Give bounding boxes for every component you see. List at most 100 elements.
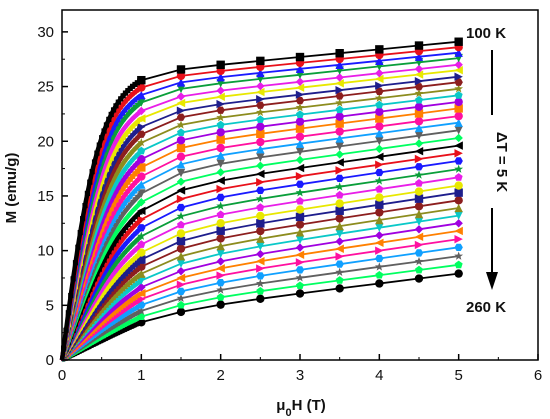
series-point (335, 206, 344, 215)
series-point (414, 139, 424, 148)
series-point (295, 90, 305, 99)
series-point (375, 107, 384, 116)
series-point (176, 106, 186, 115)
series-point (137, 215, 146, 224)
series-point (176, 113, 186, 121)
x-axis-label-sub: 0 (285, 407, 291, 419)
series-point (256, 226, 265, 236)
series-point (454, 111, 463, 121)
x-tick-label: 5 (454, 367, 462, 384)
series-point (375, 128, 384, 138)
series-point (335, 73, 344, 82)
series-point (137, 75, 146, 85)
series-point (375, 238, 384, 247)
series-point (176, 186, 186, 195)
series-point (414, 102, 424, 111)
series-point (414, 217, 424, 226)
series-point (256, 129, 265, 139)
series-point (295, 155, 305, 165)
series-point (216, 264, 225, 273)
series-point (256, 203, 265, 211)
series-point (414, 187, 424, 196)
series-point (454, 72, 463, 81)
series-point (256, 101, 265, 109)
series-point (296, 110, 304, 118)
series-point (454, 78, 463, 86)
series-point (375, 215, 384, 225)
series-point (335, 134, 344, 143)
series-point (454, 181, 463, 190)
series-point (216, 99, 225, 109)
series-point (216, 176, 225, 185)
series-point (375, 160, 384, 169)
series-point (335, 182, 345, 191)
series-point (335, 214, 344, 223)
series-point (375, 69, 384, 78)
series-point (375, 279, 384, 288)
series-point (295, 77, 305, 86)
annotation-delta-t: ΔT = 5 K (493, 132, 510, 193)
series-point (216, 249, 225, 258)
series-point (335, 229, 344, 238)
arrow-head (486, 272, 498, 290)
y-tick-label: 30 (37, 24, 54, 41)
series-point (256, 249, 265, 259)
series-point (335, 142, 344, 151)
series-point (216, 92, 225, 101)
x-axis-label-rest: H (T) (292, 397, 326, 414)
annotation-100k: 100 K (466, 25, 506, 42)
series-point (295, 102, 305, 112)
series-point (216, 159, 225, 168)
series-point (374, 176, 384, 185)
series-point (414, 147, 424, 156)
series-point (295, 235, 305, 245)
series-100k (59, 37, 463, 361)
series-point (256, 286, 265, 295)
series-point (415, 179, 423, 187)
series-point (216, 193, 225, 202)
series-point (454, 157, 463, 165)
series-point (136, 231, 146, 240)
series-point (335, 166, 344, 175)
series-point (176, 71, 186, 81)
series-point (375, 223, 384, 232)
series-point (375, 193, 384, 202)
series-point (256, 144, 265, 154)
series-point (375, 56, 384, 65)
series-point (454, 91, 463, 99)
series-point (176, 211, 186, 220)
series-point (454, 260, 463, 269)
y-tick-label: 20 (37, 133, 54, 150)
series-point (176, 194, 186, 204)
series-point (375, 87, 384, 96)
y-tick-label: 5 (46, 297, 54, 314)
series-point (137, 114, 146, 123)
series-point (176, 259, 186, 268)
series-point (335, 60, 344, 69)
series-point (137, 269, 146, 278)
series-point (216, 120, 225, 129)
series-point (256, 272, 265, 280)
series-point (176, 236, 186, 246)
series-point (335, 150, 344, 159)
series-point (374, 262, 384, 271)
series-point (454, 188, 463, 197)
series-point (216, 135, 225, 144)
series-point (414, 249, 424, 257)
series-point (335, 105, 344, 114)
series-point (137, 301, 146, 309)
series-point (136, 306, 146, 315)
series-point (137, 283, 146, 292)
series-point (454, 211, 463, 220)
series-point (335, 260, 344, 268)
series-point (176, 203, 186, 212)
series-point (414, 109, 424, 118)
series-point (256, 56, 265, 66)
series-point (137, 122, 146, 132)
series-point (375, 100, 384, 109)
series-point (335, 190, 344, 199)
series-point (454, 234, 463, 244)
series-point (296, 196, 304, 205)
series-point (414, 131, 424, 140)
